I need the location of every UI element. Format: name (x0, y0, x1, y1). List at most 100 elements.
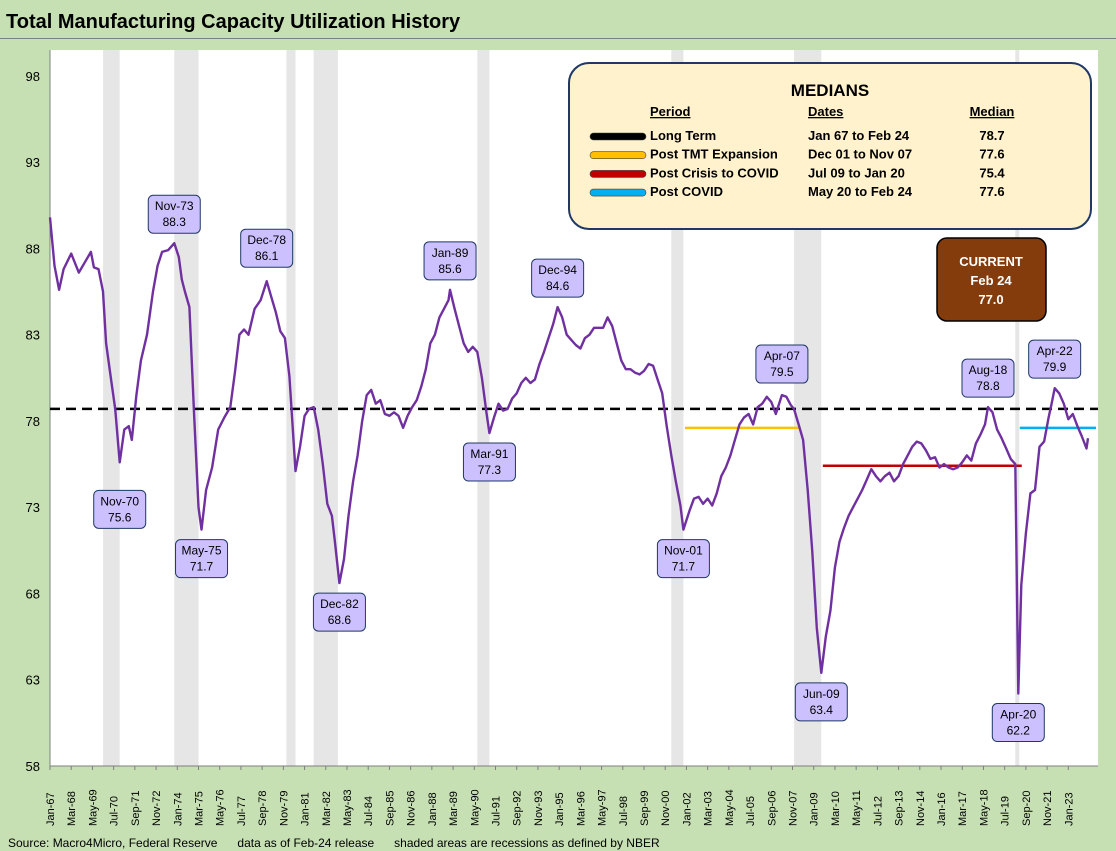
callout-value: 79.9 (1043, 360, 1067, 374)
legend-dates: Jan 67 to Feb 24 (808, 128, 910, 143)
callout-box (423, 241, 477, 281)
callout-date: Jun-09 (803, 687, 840, 701)
x-tick-label: Jul-84 (363, 796, 375, 826)
title-bar: Total Manufacturing Capacity Utilization… (0, 0, 1116, 39)
y-tick-label: 58 (26, 759, 40, 774)
callout-box (991, 703, 1045, 743)
x-tick-label: May-76 (215, 789, 227, 826)
medians-title: MEDIANS (791, 81, 869, 100)
legend-swatch (589, 132, 647, 141)
x-tick-label: Jul-91 (491, 796, 503, 826)
x-tick-label: Nov-21 (1042, 791, 1054, 826)
x-tick-label: Jan-95 (554, 792, 566, 826)
current-box (936, 237, 1047, 322)
x-tick-label: Jan-88 (427, 792, 439, 826)
y-tick-label: 93 (26, 155, 40, 170)
callout-date: Nov-01 (664, 544, 703, 558)
x-tick-label: Nov-14 (915, 791, 927, 826)
x-tick-label: Mar-96 (575, 791, 587, 826)
legend-median: 77.6 (979, 184, 1004, 199)
x-tick-label: Mar-82 (321, 791, 333, 826)
x-tick-label: Jan-09 (809, 792, 821, 826)
x-tick-label: Jan-02 (681, 792, 693, 826)
x-tick-label: Sep-85 (384, 791, 396, 826)
callout-box (1028, 339, 1082, 379)
legend-swatch (589, 151, 647, 159)
callout-box (93, 489, 147, 529)
x-tick-label: May-69 (87, 789, 99, 826)
legend-dates: Dec 01 to Nov 07 (808, 147, 912, 162)
x-tick-label: Jul-19 (1000, 796, 1012, 826)
callout-box (794, 682, 848, 722)
x-tick-label: Sep-71 (130, 791, 142, 826)
medians-legend-box (568, 62, 1092, 230)
x-tick-label: Jan-16 (936, 792, 948, 826)
callout-date: May-75 (182, 544, 222, 558)
x-tick-label: Jan-67 (45, 792, 57, 826)
x-tick-label: Mar-17 (957, 791, 969, 826)
x-tick-label: Sep-13 (894, 791, 906, 826)
callout-date: Nov-73 (155, 199, 194, 213)
y-tick-label: 98 (26, 69, 40, 84)
callout-box (961, 358, 1015, 398)
x-tick-label: Sep-20 (1021, 791, 1033, 826)
callout-box (462, 442, 516, 482)
legend-median: 77.6 (979, 147, 1004, 162)
callout-value: 84.6 (546, 279, 570, 293)
x-tick-label: Jan-74 (172, 792, 184, 826)
callout-box (755, 344, 809, 384)
callout-date: Dec-78 (247, 233, 286, 247)
current-date: Feb 24 (970, 273, 1012, 288)
legend-period: Post TMT Expansion (650, 147, 778, 162)
medians-header: Dates (808, 104, 843, 119)
x-tick-label: Mar-89 (448, 791, 460, 826)
legend-period: Post Crisis to COVID (650, 165, 779, 180)
callout-box (531, 258, 585, 298)
x-tick-label: Nov-79 (278, 791, 290, 826)
callout-date: Aug-18 (969, 363, 1008, 377)
x-tick-label: Sep-99 (639, 791, 651, 826)
x-tick-label: Nov-93 (533, 791, 545, 826)
legend-median: 75.4 (979, 165, 1005, 180)
legend-dates: Jul 09 to Jan 20 (808, 165, 905, 180)
x-tick-label: Mar-03 (703, 791, 715, 826)
callout-value: 79.5 (770, 365, 794, 379)
legend-dates: May 20 to Feb 24 (808, 184, 913, 199)
x-tick-label: Mar-68 (66, 791, 78, 826)
y-tick-label: 73 (26, 500, 40, 515)
callout-value: 75.6 (108, 510, 132, 524)
callout-date: Nov-70 (100, 494, 139, 508)
current-value: 77.0 (978, 292, 1003, 307)
callout-value: 88.3 (163, 215, 187, 229)
legend-median: 78.7 (979, 128, 1004, 143)
y-tick-label: 88 (26, 241, 40, 256)
x-tick-label: Jul-70 (109, 796, 121, 826)
medians-header: Period (650, 104, 691, 119)
callout-date: Jan-89 (432, 246, 469, 260)
x-tick-label: May-11 (851, 790, 863, 826)
callout-value: 71.7 (190, 560, 214, 574)
x-tick-label: Jul-77 (236, 796, 248, 826)
x-tick-label: Sep-06 (766, 791, 778, 826)
y-tick-label: 63 (26, 673, 40, 688)
recession-band (103, 50, 120, 766)
page-title: Total Manufacturing Capacity Utilization… (6, 11, 461, 33)
legend-swatch (589, 188, 647, 197)
callout-value: 86.1 (255, 249, 279, 263)
x-tick-label: Jan-23 (1063, 792, 1075, 826)
x-tick-label: May-83 (342, 789, 354, 826)
y-tick-label: 78 (26, 414, 40, 429)
callout-value: 62.2 (1007, 724, 1031, 738)
x-tick-label: May-97 (597, 789, 609, 826)
x-tick-label: Jul-05 (745, 796, 757, 826)
callout-date: Dec-94 (538, 263, 577, 277)
medians-header: Median (970, 104, 1015, 119)
x-tick-label: Jan-81 (300, 792, 312, 826)
x-tick-label: Jul-12 (872, 796, 884, 826)
legend-period: Post COVID (650, 184, 723, 199)
legend-period: Long Term (650, 128, 716, 143)
callout-box (656, 539, 710, 579)
callout-date: Apr-20 (1000, 708, 1036, 722)
footer-source: Source: Macro4Micro, Federal Reserve dat… (8, 836, 660, 850)
